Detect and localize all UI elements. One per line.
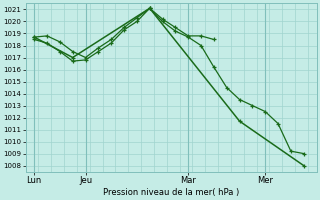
X-axis label: Pression niveau de la mer( hPa ): Pression niveau de la mer( hPa ): [103, 188, 239, 197]
